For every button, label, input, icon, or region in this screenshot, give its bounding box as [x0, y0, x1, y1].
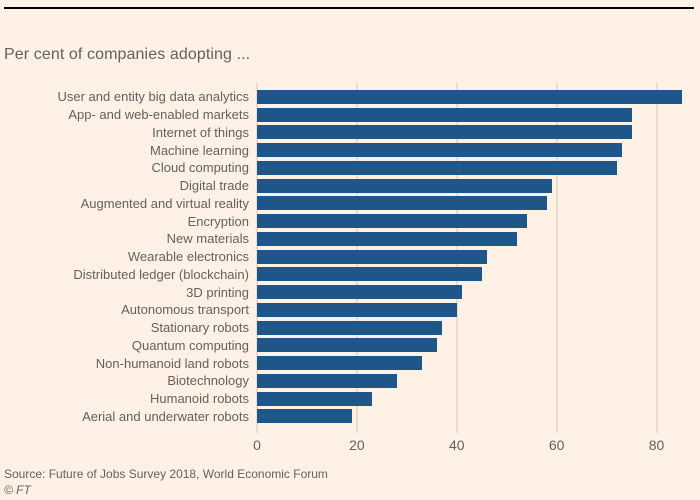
category-label: Encryption	[187, 213, 249, 229]
x-tick-label: 40	[448, 437, 465, 453]
bar	[257, 89, 682, 104]
bar-row: Quantum computing	[0, 337, 700, 355]
bar-row: New materials	[0, 230, 700, 248]
category-label: Non-humanoid land robots	[95, 355, 249, 371]
category-label: Internet of things	[152, 124, 249, 140]
bar-row: Humanoid robots	[0, 390, 700, 408]
bar-row: Machine learning	[0, 141, 700, 159]
category-label: 3D printing	[186, 284, 249, 300]
category-label: User and entity big data analytics	[57, 89, 250, 105]
category-label: Wearable electronics	[127, 249, 249, 265]
bar-row: Aerial and underwater robots	[0, 408, 700, 426]
bar	[257, 231, 517, 246]
bar-row: App- and web-enabled markets	[0, 106, 700, 124]
gridline	[555, 83, 558, 433]
bar-row: User and entity big data analytics	[0, 88, 700, 106]
bar-row: Augmented and virtual reality	[0, 195, 700, 213]
bar	[257, 373, 397, 388]
x-tick-label: 60	[548, 437, 565, 453]
bar-row: Wearable electronics	[0, 248, 700, 266]
bar	[257, 178, 552, 193]
rows-layer: User and entity big data analytics App- a…	[0, 88, 700, 425]
bar	[257, 160, 617, 175]
category-label: Digital trade	[179, 178, 249, 194]
x-tick-label: 0	[253, 437, 261, 453]
category-label: Aerial and underwater robots	[82, 408, 249, 424]
category-label: Stationary robots	[150, 320, 249, 336]
bar	[257, 107, 632, 122]
category-label: Distributed ledger (blockchain)	[73, 266, 249, 282]
bar-row: Internet of things	[0, 124, 700, 142]
bar	[257, 391, 372, 406]
top-rule	[4, 7, 694, 9]
bar	[257, 249, 487, 264]
bar	[257, 302, 457, 317]
bar-row: Stationary robots	[0, 319, 700, 337]
bar-row: Encryption	[0, 212, 700, 230]
bar-row: Autonomous transport	[0, 301, 700, 319]
category-label: New materials	[166, 231, 249, 247]
bar	[257, 143, 622, 158]
bar	[257, 356, 422, 371]
x-tick-label: 80	[648, 437, 665, 453]
category-label: Augmented and virtual reality	[80, 195, 249, 211]
bar	[257, 285, 462, 300]
bar-row: Biotechnology	[0, 372, 700, 390]
bar	[257, 320, 442, 335]
bar	[257, 409, 352, 424]
x-tick-label: 20	[349, 437, 365, 453]
bar-row: Non-humanoid land robots	[0, 354, 700, 372]
category-label: Quantum computing	[131, 337, 249, 353]
bar-row: Digital trade	[0, 177, 700, 195]
ft-credit: © FT	[4, 483, 31, 497]
plot-area: 0 20 40 60 80 User and entity big data analy…	[0, 83, 700, 458]
category-label: Autonomous transport	[121, 302, 249, 318]
bar	[257, 196, 547, 211]
chart-title: Per cent of companies adopting ...	[4, 46, 251, 63]
gridline	[655, 83, 658, 433]
bar-row: Distributed ledger (blockchain)	[0, 266, 700, 284]
source-note: Source: Future of Jobs Survey 2018, Worl…	[4, 467, 328, 481]
category-label: App- and web-enabled markets	[68, 107, 249, 123]
bar	[257, 267, 482, 282]
bar-row: 3D printing	[0, 283, 700, 301]
category-label: Humanoid robots	[150, 391, 249, 407]
category-label: Machine learning	[149, 142, 249, 158]
bar	[257, 125, 632, 140]
category-label: Biotechnology	[167, 373, 249, 389]
category-label: Cloud computing	[151, 160, 249, 176]
bar	[257, 214, 527, 229]
bar-row: Cloud computing	[0, 159, 700, 177]
bar	[257, 338, 437, 353]
